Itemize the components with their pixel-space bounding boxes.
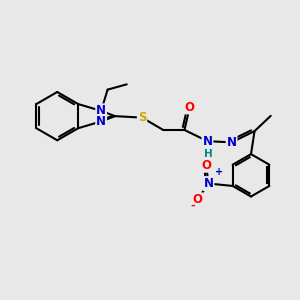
Text: O: O xyxy=(192,193,202,206)
Text: N: N xyxy=(96,104,106,117)
Text: +: + xyxy=(215,167,223,177)
Text: N: N xyxy=(96,115,106,128)
Text: S: S xyxy=(138,111,146,124)
Text: H: H xyxy=(204,148,213,158)
Text: O: O xyxy=(201,159,211,172)
Text: O: O xyxy=(185,100,195,113)
Text: N: N xyxy=(203,177,214,190)
Text: N: N xyxy=(202,135,212,148)
Text: -: - xyxy=(191,201,196,211)
Text: N: N xyxy=(226,136,237,149)
